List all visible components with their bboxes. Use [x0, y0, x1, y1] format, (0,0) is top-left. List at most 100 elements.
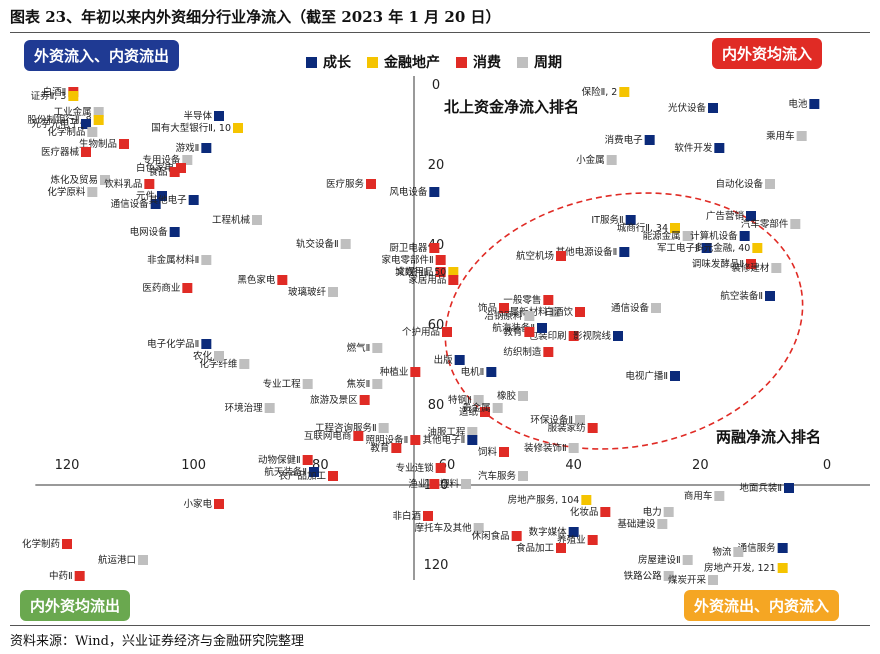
scatter-point — [663, 571, 674, 581]
scatter-point — [771, 263, 782, 273]
scatter-point — [587, 535, 598, 545]
scatter-point — [492, 403, 503, 413]
point-label: 休闲食品 — [472, 530, 510, 542]
point-label: 航空机场 — [516, 250, 554, 262]
point-label: 厨卫电器 — [389, 242, 428, 254]
point-label: 饲料 — [478, 446, 498, 458]
point-label: 电力 — [643, 506, 662, 518]
scatter-point — [150, 199, 161, 209]
point-label: 化学原料 — [47, 186, 86, 198]
point-label: 商用车 — [684, 490, 713, 502]
source-note: 资料来源：Wind，兴业证券经济与金融研究院整理 — [10, 634, 304, 649]
scatter-point — [473, 395, 484, 405]
scatter-point — [600, 507, 611, 517]
point-label: 食品 — [149, 166, 168, 178]
scatter-point — [670, 223, 680, 233]
scatter-point — [442, 327, 452, 337]
x-tick-label: 20 — [692, 458, 709, 473]
scatter-point — [663, 507, 674, 517]
point-label: 房地产开发, 121 — [704, 562, 776, 574]
point-label: 教育 — [503, 326, 522, 338]
point-label: 冶钢原料 — [484, 310, 523, 322]
point-label: 摩托车及其他 — [415, 522, 473, 534]
legend-item-growth: 成长 — [306, 52, 351, 72]
point-label: 环保设备Ⅱ — [530, 414, 573, 426]
point-label: 工程机械 — [212, 214, 251, 226]
point-label: 贵金属 — [462, 402, 491, 414]
point-label: 物流 — [712, 546, 732, 558]
scatter-point — [201, 143, 212, 153]
legend-item-cycle: 周期 — [517, 52, 562, 72]
point-label: 互联网电商 — [304, 430, 352, 442]
point-label: 汽车服务 — [478, 470, 517, 482]
point-label: 教育 — [370, 442, 389, 454]
point-label: 自动化设备 — [715, 178, 763, 190]
scatter-point — [340, 239, 351, 249]
scatter-point — [790, 219, 801, 229]
scatter-point — [765, 179, 775, 189]
point-label: 元件 — [136, 190, 156, 202]
scatter-point — [74, 571, 85, 581]
scatter-point — [784, 483, 794, 493]
scatter-point — [461, 479, 471, 489]
point-label: 其他电子Ⅱ — [423, 434, 466, 446]
scatter-point — [644, 135, 655, 145]
scatter-point — [746, 211, 756, 221]
y-tick-label: 80 — [428, 398, 445, 413]
x-tick-label: 100 — [181, 458, 206, 473]
point-label: 动物保健Ⅱ — [258, 454, 301, 466]
scatter-point — [587, 423, 598, 433]
point-label: 国有大型银行Ⅱ, 10 — [151, 122, 231, 134]
scatter-point — [328, 471, 338, 481]
scatter-point — [777, 563, 788, 573]
point-label: 通信设备 — [111, 198, 150, 210]
scatter-point — [144, 179, 155, 189]
scatter-point — [708, 575, 718, 585]
scatter-point — [233, 123, 243, 133]
scatter-point — [378, 423, 389, 433]
point-label: 数字媒体 — [529, 526, 568, 538]
point-label: 黑色家电 — [237, 274, 276, 286]
point-label: 种植业 — [380, 366, 409, 378]
quadrant-label-bottom-left: 内外资均流出 — [20, 590, 131, 621]
point-label: 铁路公路 — [624, 570, 663, 582]
scatter-point — [353, 431, 364, 441]
scatter-point — [372, 379, 383, 389]
point-label: 电子化学品Ⅱ — [147, 338, 199, 350]
scatter-point — [739, 231, 750, 241]
scatter-point — [657, 519, 668, 529]
scatter-point — [613, 331, 623, 341]
y-tick-label: 0 — [432, 78, 440, 93]
point-label: 能源金属 — [643, 230, 681, 242]
point-label: 房屋建设Ⅱ — [638, 554, 681, 566]
point-label: 专业连锁 — [396, 462, 435, 474]
point-label: 电网设备 — [130, 226, 169, 238]
point-label: 服装家纺 — [548, 422, 587, 434]
scatter-point — [651, 303, 661, 313]
scatter-point — [302, 379, 313, 389]
scatter-point — [62, 539, 72, 549]
scatter-point — [93, 107, 104, 117]
point-label: 光学光电子 — [31, 118, 79, 130]
scatter-point — [366, 179, 376, 189]
scatter-point — [809, 99, 820, 109]
point-label: 股份制银行Ⅱ, 8 — [27, 114, 91, 126]
y-tick-label: 60 — [428, 318, 445, 333]
scatter-point — [549, 307, 560, 317]
scatter-point — [473, 523, 484, 533]
scatter-point — [391, 443, 402, 453]
scatter-point — [201, 339, 212, 349]
scatter-point — [188, 195, 199, 205]
scatter-point — [543, 347, 554, 357]
scatter-point — [575, 415, 585, 425]
scatter-point — [606, 155, 617, 165]
scatter-point — [214, 351, 224, 361]
point-label: 焦炭Ⅱ — [347, 378, 371, 390]
scatter-point — [138, 555, 148, 565]
y-axis-title: 北上资金净流入排名 — [444, 98, 580, 116]
scatter-point — [176, 163, 186, 173]
point-label: 玻璃玻纤 — [288, 286, 327, 298]
point-label: 纺织制造 — [503, 346, 542, 358]
scatter-point — [157, 191, 167, 201]
title-rule — [10, 32, 870, 33]
